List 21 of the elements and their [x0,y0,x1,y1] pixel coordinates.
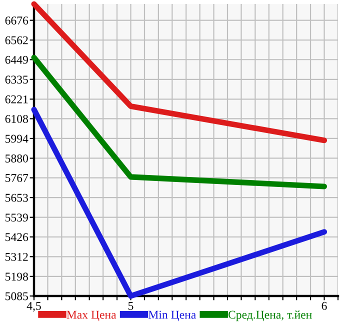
y-tick-label: 5539 [6,214,28,222]
y-tick-label: 6676 [5,16,28,24]
x-tick-label: 4,5 [26,302,41,312]
y-tick-label: 5426 [6,233,28,242]
legend-label: Min Цена [148,310,196,322]
y-tick-label: 5085 [6,292,28,300]
y-tick-label: 6108 [5,114,28,123]
y-tick-label: 5994 [6,134,28,143]
y-tick-label: 5653 [6,194,28,202]
y-tick-label: 6335 [5,76,28,84]
legend-label: Max Цена [66,310,116,322]
y-tick-label: 6562 [5,36,28,44]
x-tick-label: 6 [322,302,327,310]
y-tick-label: 5767 [6,174,28,182]
x-tick-label: 5 [128,302,134,310]
y-tick-label: 5880 [6,154,28,162]
y-tick-label: 5312 [6,252,28,261]
y-tick-label: 6449 [5,56,28,64]
y-tick-label: 5198 [6,272,28,281]
y-tick-label: 6221 [5,95,28,104]
legend-label: Сред.Цена, т.йен [228,310,312,322]
